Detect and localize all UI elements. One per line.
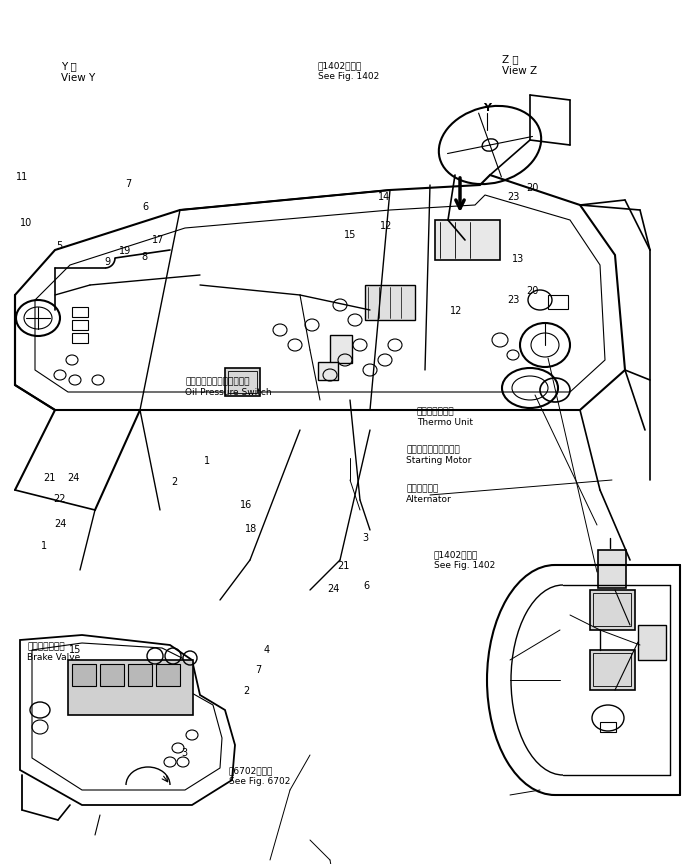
Bar (548, 295, 568, 309)
Bar (330, 335, 352, 363)
Text: 19: 19 (119, 245, 131, 256)
Bar (225, 368, 260, 396)
Text: 23: 23 (507, 192, 520, 202)
Bar (593, 593, 631, 626)
Text: 18: 18 (245, 524, 257, 534)
Text: 4: 4 (264, 645, 269, 655)
Text: 第6702図参照
See Fig. 6702: 第6702図参照 See Fig. 6702 (229, 766, 290, 785)
Text: 14: 14 (378, 192, 391, 202)
Text: 6: 6 (143, 202, 148, 213)
Text: 9: 9 (104, 257, 110, 267)
Bar (365, 285, 415, 320)
Text: 12: 12 (380, 221, 392, 232)
Text: 8: 8 (142, 252, 148, 263)
Text: オルタネータ
Alternator: オルタネータ Alternator (406, 485, 452, 504)
Bar (590, 590, 635, 630)
Bar (72, 320, 88, 330)
Text: 7: 7 (255, 664, 262, 675)
Text: スターティングモータ
Starting Motor: スターティングモータ Starting Motor (406, 446, 472, 465)
Text: 2: 2 (171, 477, 178, 487)
Text: 17: 17 (152, 235, 165, 245)
Text: 24: 24 (54, 518, 66, 529)
Text: ブレーキバルブ
Brake Valve: ブレーキバルブ Brake Valve (27, 643, 81, 662)
Text: 12: 12 (450, 306, 462, 316)
Text: 11: 11 (16, 172, 29, 182)
Text: オイルプレッシャスイッチ
Oil Pressure Switch: オイルプレッシャスイッチ Oil Pressure Switch (186, 378, 272, 397)
Bar (435, 220, 500, 260)
Text: 13: 13 (512, 254, 524, 264)
Text: 7: 7 (125, 179, 132, 189)
Text: 20: 20 (526, 286, 538, 296)
Text: 6: 6 (363, 581, 369, 591)
Bar (72, 307, 88, 317)
Bar (68, 660, 193, 715)
Text: Y: Y (483, 103, 491, 113)
Text: 3: 3 (182, 748, 187, 759)
Bar (72, 333, 88, 343)
Bar (638, 625, 666, 660)
Text: 20: 20 (526, 183, 538, 194)
Bar (228, 371, 257, 393)
Text: 15: 15 (344, 230, 356, 240)
Text: 15: 15 (69, 645, 81, 655)
Text: 21: 21 (43, 473, 55, 483)
Text: Z 視
View Z: Z 視 View Z (501, 54, 537, 75)
Bar (593, 653, 631, 686)
Text: 10: 10 (20, 218, 32, 228)
Text: 5: 5 (56, 241, 63, 251)
Text: 第1402図参照
See Fig. 1402: 第1402図参照 See Fig. 1402 (318, 61, 379, 80)
Text: Y 視
View Y: Y 視 View Y (61, 61, 96, 83)
Text: 24: 24 (327, 584, 339, 594)
Text: 1: 1 (42, 541, 47, 551)
Bar (156, 664, 180, 686)
Text: 3: 3 (363, 533, 368, 543)
Bar (598, 550, 626, 588)
Text: 16: 16 (240, 500, 253, 511)
Text: サーモユニット
Thermo Unit: サーモユニット Thermo Unit (417, 408, 473, 427)
Text: 22: 22 (53, 494, 66, 505)
Bar (318, 362, 338, 380)
Text: 23: 23 (507, 295, 520, 305)
Text: 24: 24 (67, 473, 79, 483)
Text: 1: 1 (204, 455, 210, 466)
Bar (128, 664, 152, 686)
Text: 第1402図参照
See Fig. 1402: 第1402図参照 See Fig. 1402 (434, 550, 495, 569)
Bar (590, 650, 635, 690)
Text: 21: 21 (337, 561, 350, 571)
Bar (100, 664, 124, 686)
Text: 2: 2 (242, 686, 249, 696)
Bar (600, 722, 616, 732)
Bar (72, 664, 96, 686)
